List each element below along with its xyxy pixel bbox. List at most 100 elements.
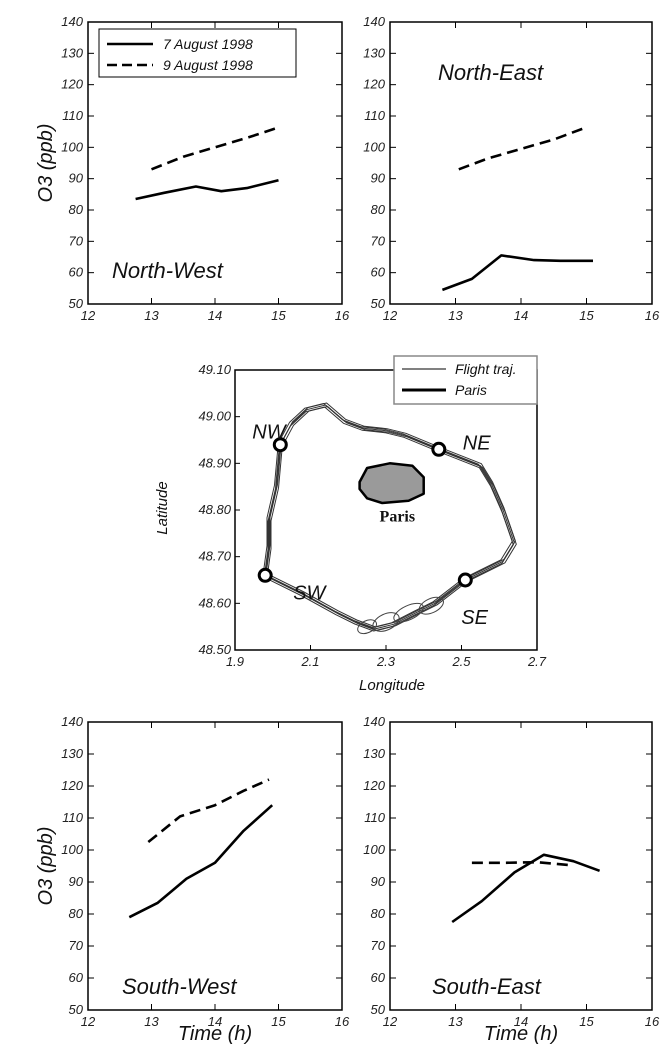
y-tick-label: 110: [364, 810, 385, 825]
legend-entry: Flight traj.: [455, 361, 516, 377]
x-tick-label: 16: [335, 1014, 350, 1029]
y-tick-label: 48.80: [198, 502, 231, 517]
x-tick-label: 12: [383, 308, 398, 323]
y-tick-label: 130: [363, 45, 385, 60]
y-tick-label: 70: [69, 233, 84, 248]
series-line-9-august: [471, 860, 574, 867]
flight-loop: [357, 619, 378, 635]
x-tick-label: 2.1: [300, 654, 319, 669]
y-tick-label: 130: [363, 746, 385, 761]
x-tick-label: 15: [271, 1014, 286, 1029]
y-axis-label: Latitude: [154, 481, 171, 534]
x-tick-label: 2.3: [376, 654, 396, 669]
y-tick-label: 60: [69, 265, 84, 280]
legend-entry: 9 August 1998: [163, 57, 253, 73]
panel-south-east: 50 60 70 80 90 100 110 120 130 140 12 13 14 15 16 Time…: [363, 714, 660, 1044]
flight-trajectory: [266, 406, 517, 631]
series-line-9-august: [151, 127, 276, 171]
y-tick-label: 100: [363, 139, 385, 154]
panel-south-west: 50 60 70 80 90 100 110 120 130 140 12 13 14 15 16 O3 (…: [35, 714, 350, 1044]
y-tick-label: 140: [363, 714, 385, 729]
y-tick-label: 120: [61, 778, 83, 793]
y-tick-label: 140: [363, 14, 385, 29]
y-tick-label: 48.70: [198, 549, 231, 564]
y-tick-label: 140: [61, 14, 83, 29]
flight-loop: [372, 612, 400, 632]
series-line-7-august: [441, 254, 593, 292]
panel-map: 1.9 2.1 2.3 2.5 2.7 48.50 48.60 48.70 48.80 48.90…: [154, 355, 547, 694]
series-line-7-august: [128, 804, 274, 919]
y-tick-label: 49.10: [198, 362, 231, 377]
x-tick-label: 14: [208, 308, 222, 323]
flight-loop: [393, 602, 424, 623]
panel-north-east: 50 60 70 80 90 100 110 120 130 140 12 13 14 15 16 Nort…: [363, 14, 660, 323]
x-axis-label: Longitude: [359, 677, 425, 694]
y-tick-label: 70: [69, 938, 84, 953]
site-label-se: SE: [461, 607, 488, 629]
y-tick-label: 130: [61, 45, 83, 60]
x-tick-label: 14: [514, 1014, 528, 1029]
paris-area: [358, 462, 425, 505]
flight-trajectory: [263, 406, 514, 632]
y-tick-label: 90: [371, 874, 386, 889]
plot-frame: [389, 721, 653, 1011]
y-tick-label: 100: [363, 842, 385, 857]
site-marker-se: [457, 572, 473, 588]
series-line-9-august: [458, 127, 584, 171]
plot-frame: [87, 721, 343, 1011]
legend-entry: Paris: [455, 382, 487, 398]
x-tick-label: 15: [579, 1014, 594, 1029]
y-tick-label: 70: [371, 938, 386, 953]
x-tick-label: 2.7: [527, 654, 547, 669]
y-tick-label: 90: [371, 171, 386, 186]
x-tick-label: 13: [448, 308, 463, 323]
legend-box: [393, 355, 538, 405]
y-tick-label: 80: [371, 202, 386, 217]
y-tick-label: 130: [61, 746, 83, 761]
y-tick-label: 90: [69, 874, 84, 889]
site-marker-ne: [431, 441, 447, 457]
y-tick-label: 49.00: [198, 409, 231, 424]
flight-loop: [418, 596, 444, 615]
site-marker-sw: [257, 567, 273, 583]
y-tick-label: 50: [371, 296, 386, 311]
y-tick-label: 120: [363, 778, 385, 793]
flight-trajectory: [262, 403, 513, 628]
x-tick-label: 1.9: [226, 654, 244, 669]
site-label-sw: SW: [293, 582, 327, 604]
x-axis-label: Time (h): [484, 1023, 558, 1044]
y-axis-label: O3 (ppb): [35, 827, 57, 906]
x-tick-label: 12: [81, 1014, 96, 1029]
legend-box: [98, 28, 297, 78]
y-tick-label: 100: [61, 842, 83, 857]
x-tick-label: 15: [271, 308, 286, 323]
x-tick-label: 14: [208, 1014, 222, 1029]
y-tick-label: 50: [69, 296, 84, 311]
x-tick-label: 16: [645, 308, 660, 323]
x-tick-label: 16: [335, 308, 350, 323]
y-tick-label: 50: [371, 1002, 386, 1017]
y-tick-label: 110: [364, 108, 385, 123]
panel-north-west: 50 60 70 80 90 100 110 120 130 140 12 13 14 15 16 O3 (…: [35, 14, 350, 323]
region-label: South-East: [432, 974, 542, 999]
site-marker-nw: [272, 437, 288, 453]
y-tick-label: 60: [371, 970, 386, 985]
x-tick-label: 16: [645, 1014, 660, 1029]
x-tick-label: 14: [514, 308, 528, 323]
y-tick-label: 140: [61, 714, 83, 729]
paris-label: Paris: [380, 509, 416, 526]
y-tick-label: 50: [69, 1002, 84, 1017]
site-label-ne: NE: [463, 432, 491, 454]
y-tick-label: 80: [69, 202, 84, 217]
y-tick-label: 110: [62, 810, 83, 825]
y-tick-label: 80: [69, 906, 84, 921]
region-label: North-East: [438, 60, 544, 85]
x-axis-label: Time (h): [178, 1023, 252, 1044]
region-label: South-West: [122, 974, 237, 999]
region-label: North-West: [112, 258, 224, 283]
series-line-7-august: [135, 178, 279, 201]
y-tick-label: 120: [61, 77, 83, 92]
y-tick-label: 80: [371, 906, 386, 921]
y-tick-label: 48.60: [198, 595, 231, 610]
